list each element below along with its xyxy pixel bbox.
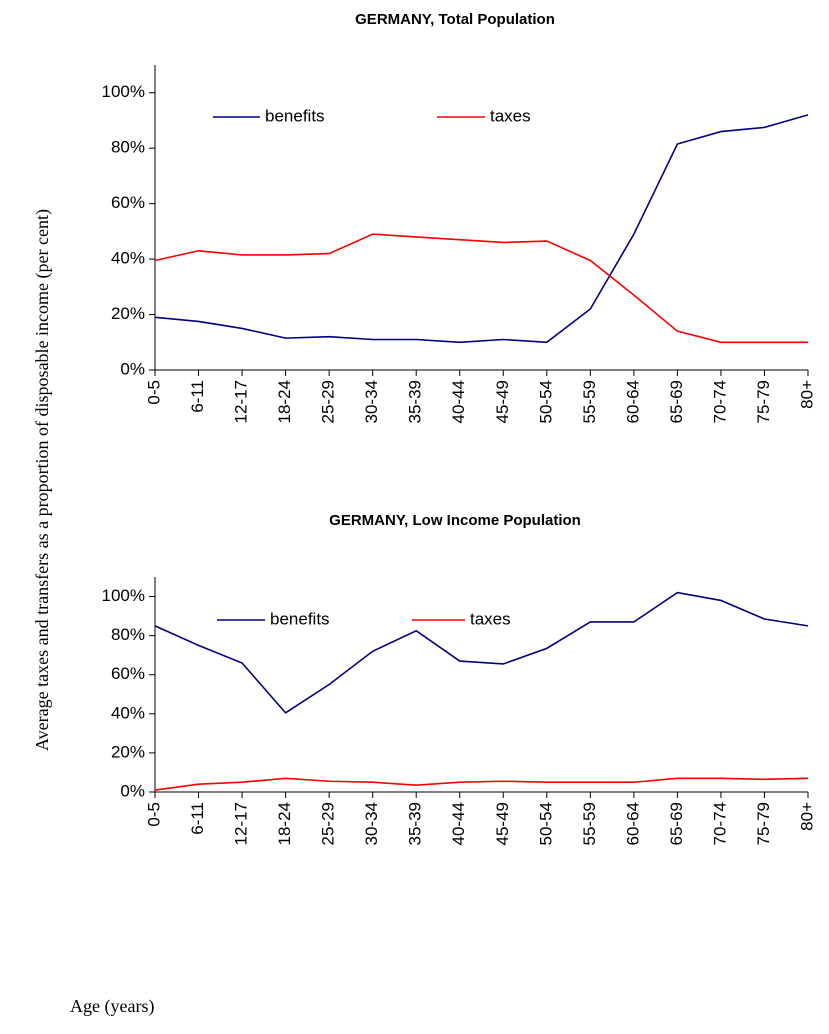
- y-tick-label: 40%: [111, 703, 145, 722]
- y-tick-label: 100%: [102, 82, 145, 101]
- x-tick-label: 75-79: [754, 802, 773, 845]
- x-tick-label: 45-49: [493, 802, 512, 845]
- y-tick-label: 60%: [111, 664, 145, 683]
- y-tick-label: 20%: [111, 742, 145, 761]
- series-line: [154, 233, 808, 344]
- x-tick-label: 60-64: [623, 380, 642, 423]
- x-tick-label: 12-17: [232, 380, 251, 423]
- series-line: [154, 777, 809, 791]
- legend-label: taxes: [470, 609, 511, 628]
- y-tick-label: 20%: [111, 304, 145, 323]
- x-tick-label: 0-5: [144, 802, 163, 827]
- y-tick-label: 40%: [111, 249, 145, 268]
- x-tick-label: 50-54: [536, 380, 555, 423]
- x-tick-label: 40-44: [449, 380, 468, 423]
- legend-label: benefits: [265, 106, 325, 125]
- x-tick-label: 70-74: [710, 380, 729, 423]
- x-tick-label: 30-34: [362, 380, 381, 423]
- y-tick-label: 100%: [102, 586, 145, 605]
- x-tick-label: 35-39: [406, 802, 425, 845]
- y-tick-label: 60%: [111, 193, 145, 212]
- x-tick-label: 6-11: [188, 802, 207, 835]
- x-tick-label: 40-44: [449, 802, 468, 845]
- series-line: [154, 591, 809, 714]
- x-tick-label: 80+: [797, 380, 816, 409]
- series-line: [154, 114, 809, 344]
- y-tick-label: 0%: [120, 359, 145, 378]
- y-axis-label: Average taxes and transfers as a proport…: [32, 209, 53, 751]
- chart-title: GERMANY, Total Population: [355, 11, 555, 28]
- legend-label: taxes: [490, 106, 531, 125]
- x-tick-label: 75-79: [754, 380, 773, 423]
- x-tick-label: 6-11: [188, 380, 207, 413]
- x-tick-label: 30-34: [362, 802, 381, 845]
- x-axis-label: Age (years): [70, 996, 154, 1017]
- x-tick-label: 55-59: [580, 802, 599, 845]
- x-tick-label: 0-5: [144, 380, 163, 405]
- legend-label: benefits: [270, 609, 330, 628]
- x-tick-label: 25-29: [319, 802, 338, 845]
- x-tick-label: 80+: [797, 802, 816, 831]
- x-tick-label: 45-49: [493, 380, 512, 423]
- y-tick-label: 0%: [120, 781, 145, 800]
- x-tick-label: 65-69: [667, 802, 686, 845]
- x-tick-label: 12-17: [232, 802, 251, 845]
- x-tick-label: 50-54: [536, 802, 555, 845]
- x-tick-label: 60-64: [623, 802, 642, 845]
- chart-title: GERMANY, Low Income Population: [329, 512, 581, 529]
- x-tick-label: 18-24: [275, 380, 294, 423]
- x-tick-label: 65-69: [667, 380, 686, 423]
- y-tick-label: 80%: [111, 625, 145, 644]
- y-tick-label: 80%: [111, 138, 145, 157]
- x-tick-label: 25-29: [319, 380, 338, 423]
- x-tick-label: 70-74: [710, 802, 729, 845]
- x-tick-label: 35-39: [406, 380, 425, 423]
- x-tick-label: 18-24: [275, 802, 294, 845]
- x-tick-label: 55-59: [580, 380, 599, 423]
